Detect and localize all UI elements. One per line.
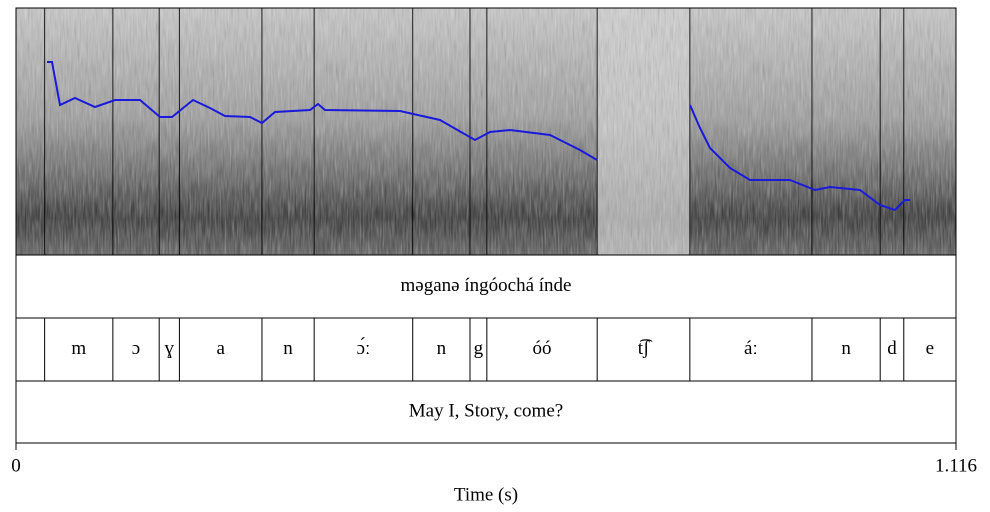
interval-label: məganə íngóochá índe [401, 275, 572, 296]
interval-label: n [283, 338, 293, 359]
interval-label: e [926, 338, 934, 359]
interval-label: n [841, 338, 851, 359]
interval-label: áː [744, 338, 758, 359]
interval-label: May I, Story, come? [409, 400, 563, 421]
x-axis-label: Time (s) [454, 484, 518, 505]
chart: Time (s) məganə íngóochá índe m ɔ ɣ a n ɔ́ː n g ó… [0, 0, 990, 512]
interval-label: t͡ʃ [638, 338, 653, 359]
interval-label: ɔ [132, 338, 140, 359]
x-tick-label: 1.116 [935, 455, 977, 476]
interval-label: n [437, 338, 447, 359]
interval-label: g [474, 338, 484, 359]
interval-label: ɣ [165, 338, 175, 359]
interval-label: a [216, 338, 225, 359]
x-tick-label: 0 [11, 455, 21, 476]
tier-2 [16, 318, 956, 381]
interval-label: d [887, 338, 897, 359]
spectrogram [16, 8, 956, 255]
interval-label: m [71, 338, 86, 359]
interval-label: óó [533, 338, 552, 359]
interval-label: ɔ́ː [357, 337, 371, 359]
